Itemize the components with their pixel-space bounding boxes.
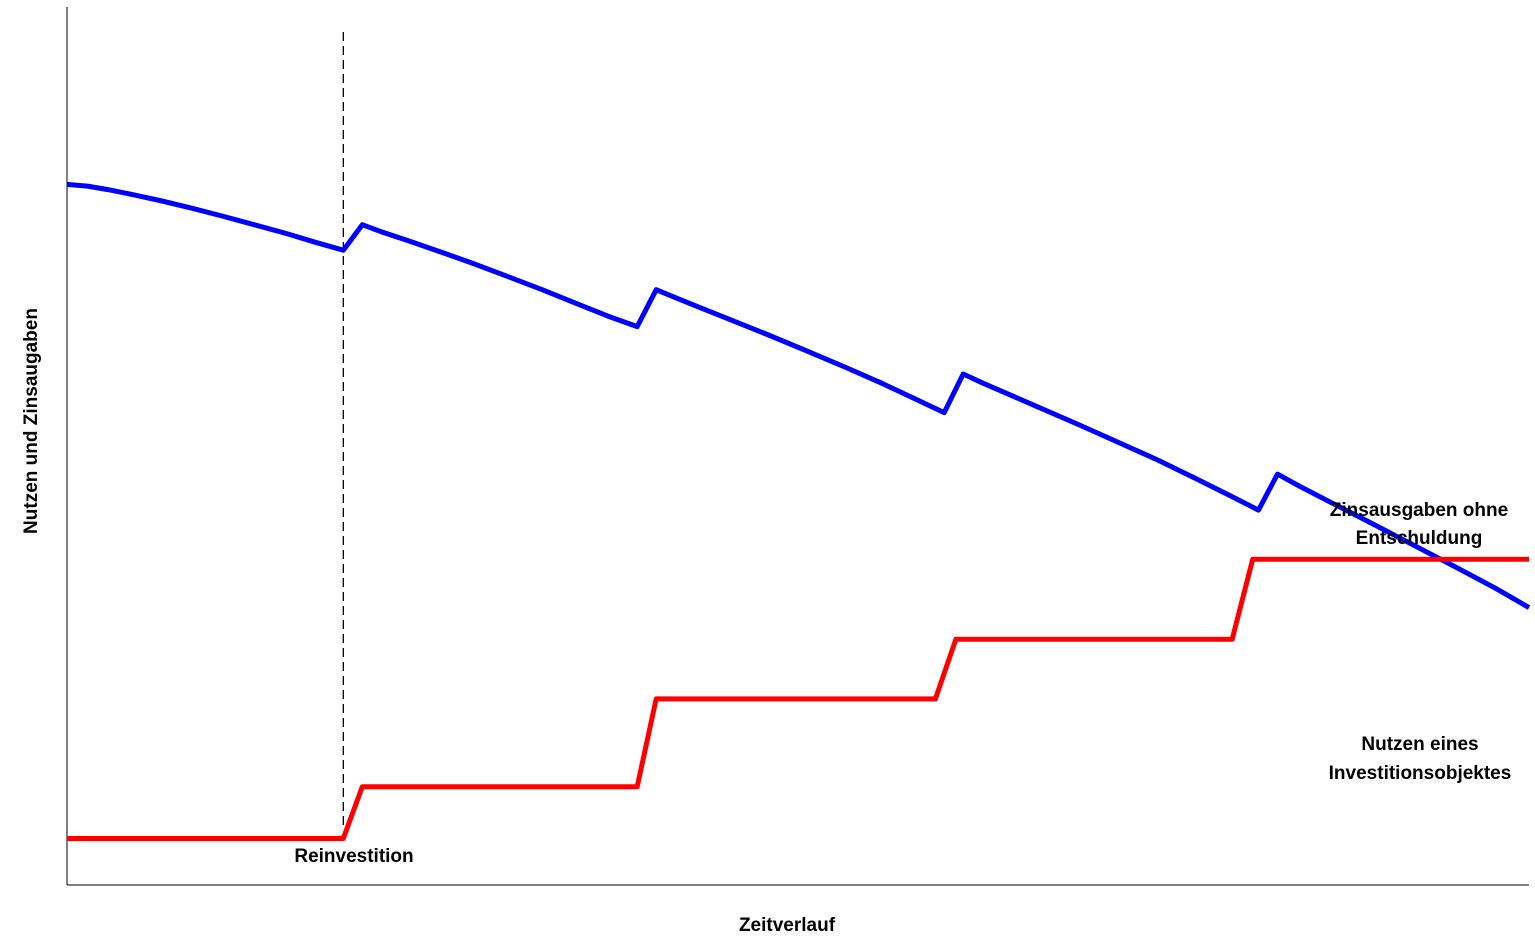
nutzen-annotation-line1: Nutzen eines — [1361, 734, 1478, 755]
series-line-red — [67, 556, 1529, 841]
series-layer — [66, 181, 1531, 841]
zins-annotation-line2: Entschuldung — [1356, 528, 1483, 549]
y-axis-label: Nutzen und Zinsaugaben — [21, 308, 42, 534]
zins-annotation-line1: Zinsausgaben ohne — [1330, 500, 1508, 521]
reinvestition-label: Reinvestition — [294, 846, 413, 867]
nutzen-annotation-line2: Investitionsobjektes — [1329, 763, 1512, 784]
x-axis-label: Zeitverlauf — [739, 915, 836, 936]
series-line-blue — [66, 181, 1531, 610]
